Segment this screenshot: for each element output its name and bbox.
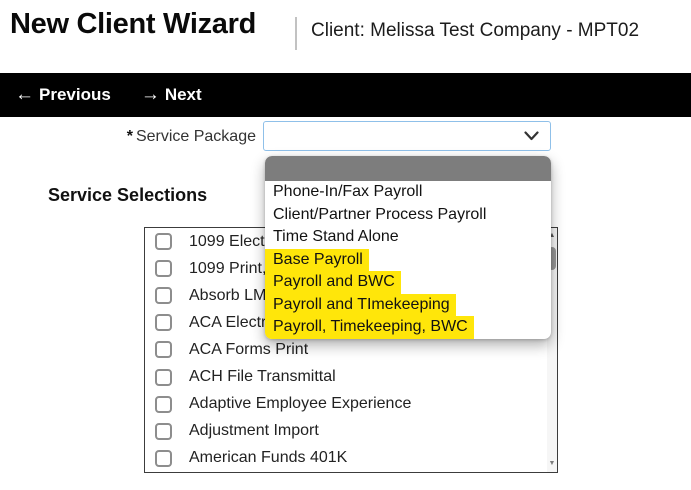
next-button-label: Next — [164, 85, 202, 104]
service-item-row: Adjustment Import — [145, 418, 549, 445]
service-item-label: American Funds 401K — [189, 449, 348, 467]
dropdown-option[interactable]: Client/Partner Process Payroll — [265, 204, 551, 227]
service-item-row: Absorb LM — [145, 282, 549, 309]
checkbox-unchecked[interactable] — [155, 314, 172, 332]
dropdown-option[interactable]: Time Stand Alone — [265, 226, 551, 249]
service-item-label: ACA Electr — [189, 313, 267, 331]
previous-button[interactable]: ← Previous — [15, 84, 111, 106]
page-title: New Client Wizard — [10, 8, 257, 40]
right-arrow-icon: → — [140, 84, 160, 105]
next-button[interactable]: → Next — [141, 84, 202, 106]
dropdown-option-label: Phone-In/Fax Payroll — [273, 183, 423, 201]
checkbox-unchecked[interactable] — [155, 395, 172, 413]
dropdown-option-label: Payroll, Timekeeping, BWC — [265, 316, 474, 339]
client-label: Client: Melissa Test Company - MPT02 — [311, 20, 640, 41]
listbox-scrollbar[interactable]: ▲ ▼ — [547, 228, 557, 472]
dropdown-option-blank-selected[interactable] — [265, 156, 551, 181]
service-item-label: Adaptive Employee Experience — [189, 395, 412, 413]
service-item-label: Adjustment Import — [189, 422, 319, 440]
service-item-row: American Funds 401K — [145, 445, 549, 472]
header-divider — [295, 17, 297, 50]
dropdown-option-highlighted[interactable]: Base Payroll — [265, 248, 551, 271]
scroll-up-icon[interactable]: ▲ — [548, 232, 556, 239]
service-item-row: 1099 Elect — [145, 228, 549, 255]
checkbox-unchecked[interactable] — [155, 287, 172, 305]
service-item-row: Adaptive Employee Experience — [145, 391, 549, 418]
chevron-down-icon — [524, 131, 539, 141]
wizard-toolbar: ← Previous → Next — [0, 73, 691, 117]
service-item-row: ACH File Transmittal — [145, 364, 549, 391]
service-package-dropdown: Phone-In/Fax Payroll Client/Partner Proc… — [265, 156, 551, 339]
dropdown-option-highlighted[interactable]: Payroll and TImekeeping — [265, 293, 551, 316]
checkbox-unchecked[interactable] — [155, 260, 172, 278]
service-item-row: 1099 Print, — [145, 255, 549, 282]
dropdown-option-label: Time Stand Alone — [273, 228, 399, 246]
service-rows: 1099 Elect 1099 Print, Absorb LM ACA Ele… — [145, 228, 549, 472]
checkbox-unchecked[interactable] — [155, 449, 172, 467]
required-marker: * — [126, 128, 133, 145]
service-item-row: ACA Electr — [145, 309, 549, 336]
dropdown-option-highlighted[interactable]: Payroll, Timekeeping, BWC — [265, 316, 551, 339]
scrollbar-thumb[interactable] — [548, 247, 556, 270]
dropdown-option-label: Base Payroll — [265, 248, 369, 271]
checkbox-unchecked[interactable] — [155, 341, 172, 359]
service-item-label: ACH File Transmittal — [189, 368, 336, 386]
service-item-row: ACA Forms Print — [145, 336, 549, 363]
dropdown-option[interactable]: Phone-In/Fax Payroll — [265, 181, 551, 204]
previous-button-label: Previous — [39, 85, 111, 104]
checkbox-unchecked[interactable] — [155, 233, 172, 251]
scroll-down-icon[interactable]: ▼ — [548, 460, 556, 467]
dropdown-option-label: Payroll and TImekeeping — [265, 293, 456, 316]
checkbox-unchecked[interactable] — [155, 422, 172, 440]
left-arrow-icon: ← — [15, 84, 34, 105]
dropdown-option-label: Client/Partner Process Payroll — [273, 205, 487, 223]
service-item-label: Absorb LM — [189, 286, 267, 304]
service-selections-heading: Service Selections — [48, 185, 208, 205]
service-package-label: * Service Package — [0, 128, 256, 146]
dropdown-option-highlighted[interactable]: Payroll and BWC — [265, 271, 551, 294]
dropdown-option-label: Payroll and BWC — [265, 271, 401, 294]
checkbox-unchecked[interactable] — [155, 368, 172, 386]
service-item-label: 1099 Print, — [189, 259, 267, 277]
service-package-label-text: Service Package — [135, 128, 256, 145]
service-item-label: 1099 Elect — [189, 232, 265, 250]
service-item-label: ACA Forms Print — [189, 340, 309, 358]
service-package-select[interactable] — [263, 121, 551, 151]
